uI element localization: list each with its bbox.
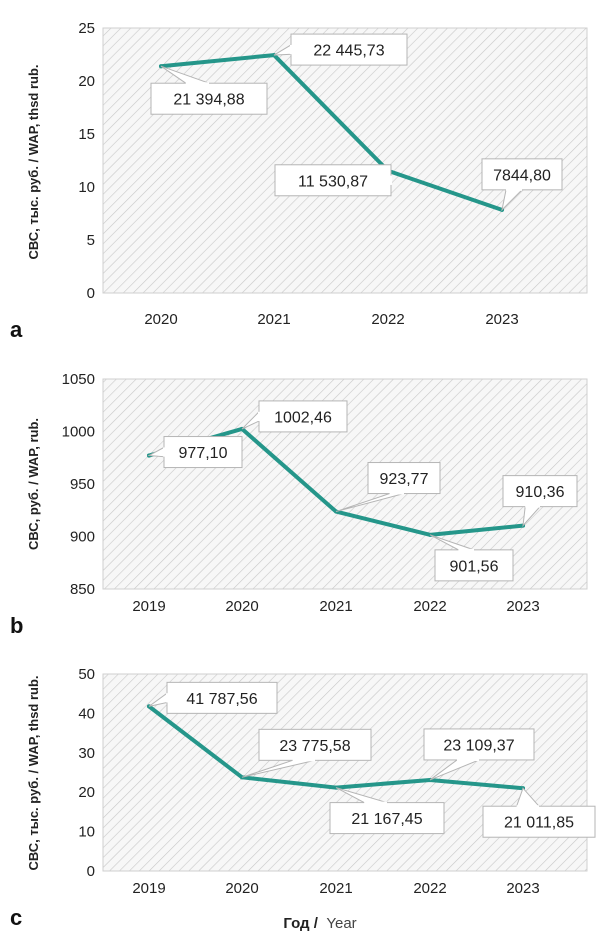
data-label: 22 445,73 xyxy=(313,43,384,60)
x-tick-label: 2019 xyxy=(132,880,165,897)
y-tick-label: 0 xyxy=(87,863,95,880)
data-label: 901,56 xyxy=(450,558,499,575)
x-tick-label: 2023 xyxy=(506,880,539,897)
y-tick-labels-b: 850 900 950 1000 1050 xyxy=(62,371,95,598)
data-label: 11 530,87 xyxy=(298,173,368,190)
y-axis-label-b: СВС, руб. / WAP, rub. xyxy=(26,418,41,550)
data-label: 21 011,85 xyxy=(504,815,574,832)
y-tick-label: 900 xyxy=(70,529,95,546)
x-tick-label: 2020 xyxy=(144,311,177,328)
x-tick-label: 2021 xyxy=(319,880,352,897)
y-tick-label: 1050 xyxy=(62,371,95,388)
x-tick-label: 2022 xyxy=(371,311,404,328)
y-tick-label: 20 xyxy=(78,73,95,90)
x-axis-title-en: Year xyxy=(326,915,356,932)
y-axis-label-c: СВС, тыс. руб. / WAP, thsd rub. xyxy=(26,675,41,870)
data-label: 23 775,58 xyxy=(279,738,350,755)
y-tick-label: 30 xyxy=(78,745,95,762)
data-label: 41 787,56 xyxy=(186,691,257,708)
data-label: 21 394,88 xyxy=(173,92,244,109)
y-tick-label: 10 xyxy=(78,179,95,196)
y-tick-labels-c: 0 10 20 30 40 50 xyxy=(78,666,95,880)
y-tick-label: 10 xyxy=(78,824,95,841)
chart-panel-a: 0 5 10 15 20 25 2020 2021 2022 2023 СВС, тыс. ру… xyxy=(10,20,587,342)
figure: 0 5 10 15 20 25 2020 2021 2022 2023 СВС, тыс. ру… xyxy=(0,0,600,946)
x-tick-labels-c: 2019 2020 2021 2022 2023 xyxy=(132,880,539,897)
y-tick-label: 25 xyxy=(78,20,95,37)
data-label: 977,10 xyxy=(179,445,228,462)
y-tick-label: 20 xyxy=(78,784,95,801)
x-tick-labels-b: 2019 2020 2021 2022 2023 xyxy=(132,598,539,615)
data-label: 910,36 xyxy=(516,484,565,501)
x-tick-labels-a: 2020 2021 2022 2023 xyxy=(144,311,518,328)
x-tick-label: 2023 xyxy=(506,598,539,615)
chart-panel-b: 850 900 950 1000 1050 2019 2020 2021 2022 2023 С… xyxy=(10,371,587,638)
x-tick-label: 2022 xyxy=(413,598,446,615)
data-label: 923,77 xyxy=(380,471,429,488)
y-tick-label: 0 xyxy=(87,285,95,302)
x-axis-title: Год / Year xyxy=(283,915,356,932)
chart-panel-c: 0 10 20 30 40 50 2019 2020 2021 2022 2023 СВС, ты… xyxy=(10,666,595,930)
y-tick-label: 5 xyxy=(87,232,95,249)
x-tick-label: 2023 xyxy=(485,311,518,328)
data-label: 21 167,45 xyxy=(351,811,422,828)
x-tick-label: 2019 xyxy=(132,598,165,615)
x-tick-label: 2020 xyxy=(225,880,258,897)
data-label-callout: 11 530,87 xyxy=(275,165,391,196)
panel-letter-c: c xyxy=(10,905,22,930)
data-label: 1002,46 xyxy=(274,409,332,426)
x-axis-title-ru: Год / xyxy=(283,915,318,932)
y-axis-label-a: СВС, тыс. руб. / WAP, thsd rub. xyxy=(26,64,41,259)
panel-letter-a: a xyxy=(10,317,23,342)
y-tick-labels-a: 0 5 10 15 20 25 xyxy=(78,20,95,302)
data-label-callout: 41 787,56 xyxy=(149,682,277,713)
x-tick-label: 2021 xyxy=(319,598,352,615)
data-label: 23 109,37 xyxy=(443,737,514,754)
y-tick-label: 15 xyxy=(78,126,95,143)
x-tick-label: 2021 xyxy=(257,311,290,328)
y-tick-label: 1000 xyxy=(62,424,95,441)
y-tick-label: 40 xyxy=(78,705,95,722)
y-tick-label: 950 xyxy=(70,476,95,493)
x-tick-label: 2020 xyxy=(225,598,258,615)
y-tick-label: 850 xyxy=(70,581,95,598)
x-tick-label: 2022 xyxy=(413,880,446,897)
panel-letter-b: b xyxy=(10,613,23,638)
data-label: 7844,80 xyxy=(493,167,551,184)
y-tick-label: 50 xyxy=(78,666,95,683)
data-label-callout: 22 445,73 xyxy=(274,34,407,65)
